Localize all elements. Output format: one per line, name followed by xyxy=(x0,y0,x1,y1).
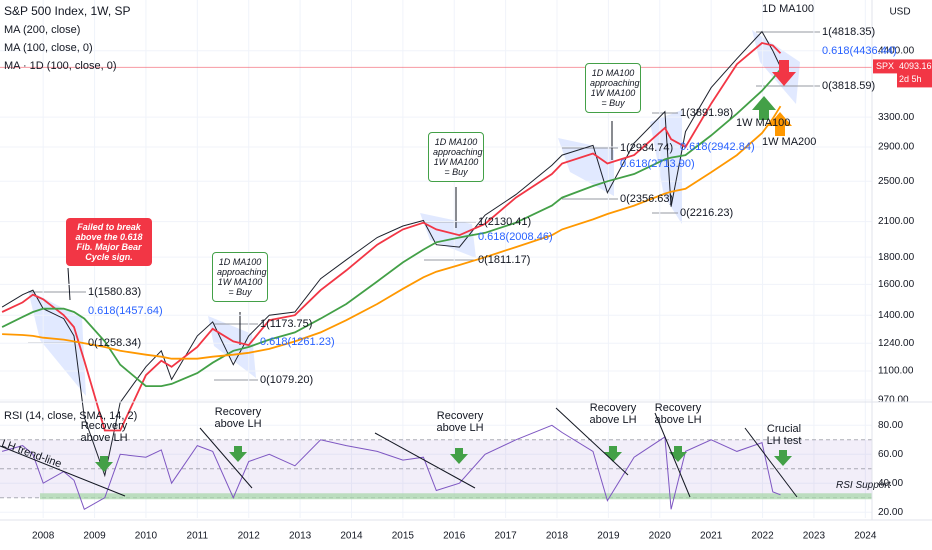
y-tick-label: 4400.00 xyxy=(878,45,915,56)
callout: 1D MA100 approaching 1W MA100 = Buy xyxy=(212,252,268,302)
chart-title: S&P 500 Index, 1W, SP xyxy=(4,4,131,18)
x-tick-label: 2008 xyxy=(32,531,55,542)
x-tick-label: 2014 xyxy=(340,531,363,542)
last-price-time: 2d 5h xyxy=(899,74,922,84)
callout: 1D MA100 approaching 1W MA100 = Buy xyxy=(585,63,641,113)
annotation: Crucial LH test xyxy=(766,423,802,447)
arrow-up xyxy=(768,112,792,136)
y-axis-label: USD xyxy=(889,7,910,18)
annotation: 0(2216.23) xyxy=(680,207,734,219)
annotation: 1W MA200 xyxy=(762,136,817,148)
legend-entry: MA (200, close) xyxy=(4,24,81,36)
callout: 1D MA100 approaching 1W MA100 = Buy xyxy=(428,132,484,182)
x-tick-label: 2023 xyxy=(803,531,826,542)
annotation: 0.618(4436.44) xyxy=(822,45,897,57)
y-tick-label: 1100.00 xyxy=(878,366,914,377)
x-tick-label: 2011 xyxy=(187,531,209,542)
annotation: 0.618(2942.84) xyxy=(680,141,755,153)
y-tick-label: 20.00 xyxy=(878,507,903,518)
price-tag-box xyxy=(873,59,897,74)
arrow-down xyxy=(772,60,796,86)
y-tick-label: 2500.00 xyxy=(878,176,915,187)
y-tick-label: 2900.00 xyxy=(878,142,915,153)
annotation: 0.618(2008.46) xyxy=(478,231,553,243)
fib-zone xyxy=(420,213,476,258)
annotation: 1D MA100 xyxy=(762,3,814,15)
annotation: Recovery above LH xyxy=(214,406,262,430)
x-tick-label: 2019 xyxy=(597,531,620,542)
y-tick-label: 3300.00 xyxy=(878,112,915,123)
annotation: 1(1580.83) xyxy=(88,286,142,298)
price-tag-name: SPX xyxy=(876,61,894,71)
annotation: Recovery above LH xyxy=(654,402,702,426)
series-line xyxy=(1,68,782,387)
y-tick-label: 1240.00 xyxy=(878,338,915,349)
annotation: 1(1173.75) xyxy=(260,318,313,330)
separators xyxy=(0,0,932,521)
y-tick-label: 1600.00 xyxy=(878,279,915,290)
annotation: 1W MA100 xyxy=(736,117,791,129)
x-tick-label: 2024 xyxy=(854,531,877,542)
y-tick-label: 40.00 xyxy=(878,478,903,489)
legend-entry: MA (100, close, 0) xyxy=(4,42,93,54)
series-line xyxy=(2,105,782,360)
legend-entry: RSI (14, close, SMA, 14, 2) xyxy=(4,410,138,422)
arrows xyxy=(95,60,796,472)
annotation: Recovery above LH xyxy=(589,402,637,426)
annotation: 0(1811.17) xyxy=(478,254,531,266)
callout: Failed to break above the 0.618 Fib. Maj… xyxy=(66,218,152,266)
annotation: 1(2130.41) xyxy=(478,216,532,228)
series-line xyxy=(1,42,782,432)
annotation: Recovery above LH xyxy=(436,410,484,434)
fib-lines xyxy=(28,31,820,381)
rsi-trendlines xyxy=(0,407,798,498)
annotation: 1(3891.98) xyxy=(680,107,734,119)
x-tick-label: 2022 xyxy=(751,531,774,542)
x-tick-label: 2020 xyxy=(649,531,672,542)
y-tick-label: 1400.00 xyxy=(878,310,915,321)
annotation: 0(1258.34) xyxy=(88,337,142,349)
series-line xyxy=(1,424,781,511)
x-tick-label: 2016 xyxy=(443,531,466,542)
x-tick-label: 2017 xyxy=(495,531,518,542)
annotation: 0.618(1457.64) xyxy=(88,305,163,317)
x-tick-label: 2010 xyxy=(135,531,158,542)
x-tick-label: 2021 xyxy=(700,531,723,542)
annotation: 0(1079.20) xyxy=(260,374,314,386)
x-tick-label: 2015 xyxy=(392,531,415,542)
y-tick-label: 970.00 xyxy=(878,395,909,406)
annotation: Recovery above LH xyxy=(80,420,128,444)
y-tick-label: 80.00 xyxy=(878,420,903,431)
x-tick-label: 2012 xyxy=(238,531,261,542)
y-tick-label: 1800.00 xyxy=(878,252,915,263)
legend-entry: MA · 1D (100, close, 0) xyxy=(4,60,117,72)
y-tick-label: 60.00 xyxy=(878,449,903,460)
x-tick-label: 2018 xyxy=(546,531,569,542)
y-tick-label: 2100.00 xyxy=(878,216,915,227)
annotation: 0(3818.59) xyxy=(822,80,876,92)
annotation: 1(4818.35) xyxy=(822,26,876,38)
fib-zone xyxy=(208,316,256,378)
x-tick-label: 2013 xyxy=(289,531,312,542)
price-tag-box xyxy=(897,59,932,88)
x-tick-label: 2009 xyxy=(83,531,106,542)
annotation: RSI Support xyxy=(836,480,891,491)
annotation: 1(2934.74) xyxy=(620,142,674,154)
annotation: 0.618(1261.23) xyxy=(260,336,335,348)
annotation: 0.618(2713.90) xyxy=(620,158,695,170)
fib-zone xyxy=(650,110,682,224)
arrow-up xyxy=(752,96,776,120)
annotation: 0(2356.63) xyxy=(620,193,674,205)
last-price-label: 4093.16 xyxy=(899,61,932,71)
rsi-support xyxy=(40,493,872,500)
